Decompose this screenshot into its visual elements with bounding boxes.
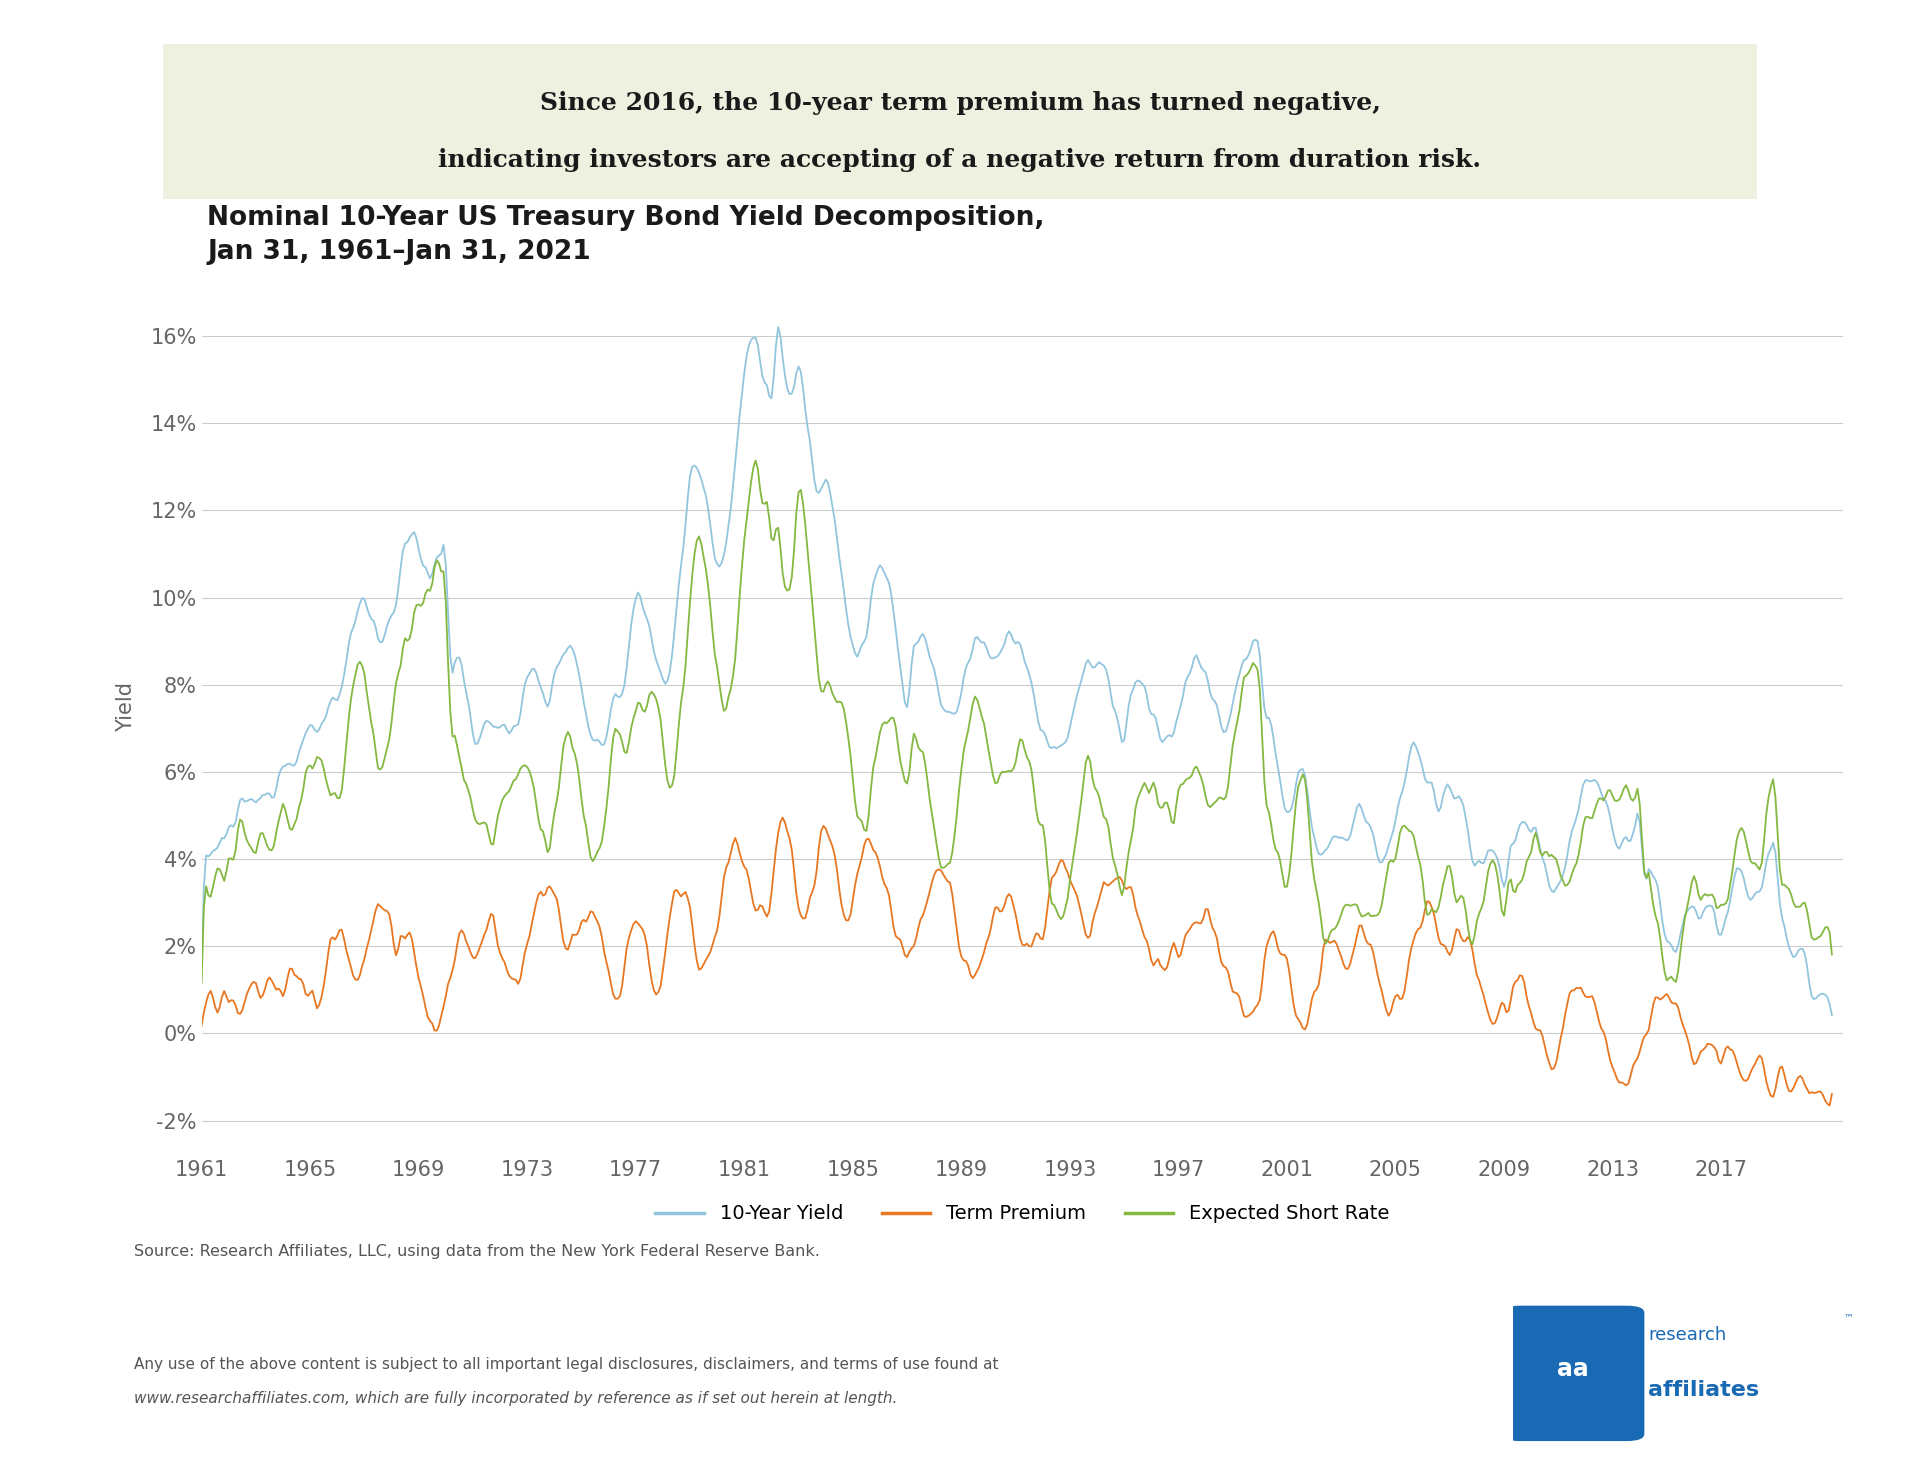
Text: Nominal 10-Year US Treasury Bond Yield Decomposition,: Nominal 10-Year US Treasury Bond Yield D… bbox=[207, 205, 1044, 231]
Text: www.researchaffiliates.com, which are fully incorporated by reference as if set : www.researchaffiliates.com, which are fu… bbox=[134, 1391, 899, 1406]
Text: Any use of the above content is subject to all important legal disclosures, disc: Any use of the above content is subject … bbox=[134, 1357, 998, 1372]
Text: aa: aa bbox=[1557, 1357, 1590, 1381]
Legend: 10-Year Yield, Term Premium, Expected Short Rate: 10-Year Yield, Term Premium, Expected Sh… bbox=[647, 1197, 1398, 1231]
Text: ™: ™ bbox=[1843, 1313, 1853, 1322]
Text: indicating investors are accepting of a negative return from duration risk.: indicating investors are accepting of a … bbox=[438, 149, 1482, 172]
Text: Source: Research Affiliates, LLC, using data from the New York Federal Reserve B: Source: Research Affiliates, LLC, using … bbox=[134, 1244, 820, 1259]
Text: research: research bbox=[1647, 1326, 1726, 1344]
Y-axis label: Yield: Yield bbox=[117, 682, 136, 732]
Text: Since 2016, the 10-year term premium has turned negative,: Since 2016, the 10-year term premium has… bbox=[540, 91, 1380, 115]
Text: affiliates: affiliates bbox=[1647, 1379, 1759, 1400]
FancyBboxPatch shape bbox=[1501, 1306, 1644, 1441]
Text: Jan 31, 1961–Jan 31, 2021: Jan 31, 1961–Jan 31, 2021 bbox=[207, 238, 591, 265]
